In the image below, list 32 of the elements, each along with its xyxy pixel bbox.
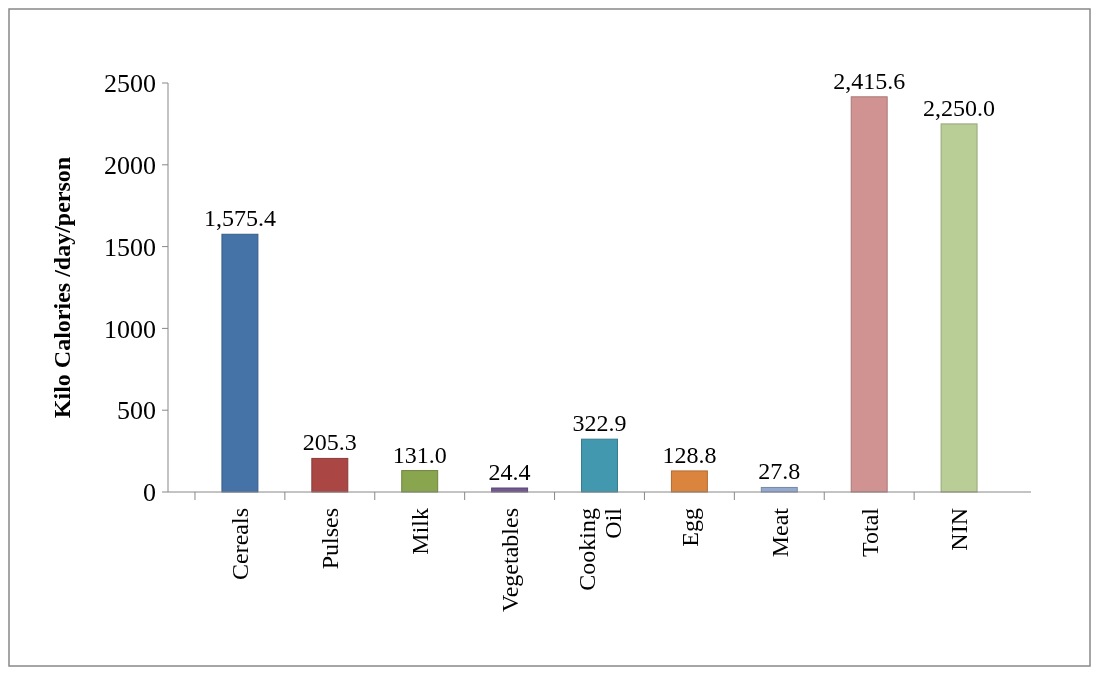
y-axis-title: Kilo Calories /day/person — [49, 156, 75, 419]
y-tick-label: 2000 — [104, 150, 156, 180]
data-label: 27.8 — [758, 458, 801, 485]
y-tick-label: 1000 — [104, 314, 156, 344]
x-tick-label: Egg — [676, 508, 703, 547]
bar — [850, 96, 888, 493]
y-tick-label: 1500 — [104, 232, 156, 262]
y-tick-label: 0 — [143, 478, 156, 508]
x-tick-label: Milk — [407, 508, 434, 555]
x-tick-label: Total — [856, 507, 883, 557]
bar — [670, 470, 708, 493]
bar — [581, 438, 618, 493]
data-label: 2,415.6 — [833, 67, 906, 94]
data-label: 322.9 — [572, 410, 627, 437]
data-label: 205.3 — [302, 429, 357, 456]
x-tick-label: Pulses — [317, 508, 344, 570]
x-tick-label: NIN — [946, 508, 973, 551]
bar — [401, 470, 439, 493]
y-tick-label: 500 — [117, 396, 156, 426]
x-tick-label: Vegetables — [497, 508, 523, 612]
y-tick-label: 2500 — [104, 69, 156, 99]
bar — [221, 233, 259, 493]
bar — [940, 123, 978, 493]
data-label: 128.8 — [662, 441, 717, 468]
x-tick-label: Meat — [766, 507, 793, 558]
bar — [311, 457, 349, 493]
data-label: 131.0 — [392, 441, 447, 468]
data-label: 24.4 — [488, 459, 531, 486]
data-label: 1,575.4 — [203, 205, 276, 232]
x-tick-label: Cooking Oil — [573, 507, 627, 591]
data-label: 2,250.0 — [923, 94, 996, 121]
x-tick-label: Cereals — [227, 508, 254, 580]
